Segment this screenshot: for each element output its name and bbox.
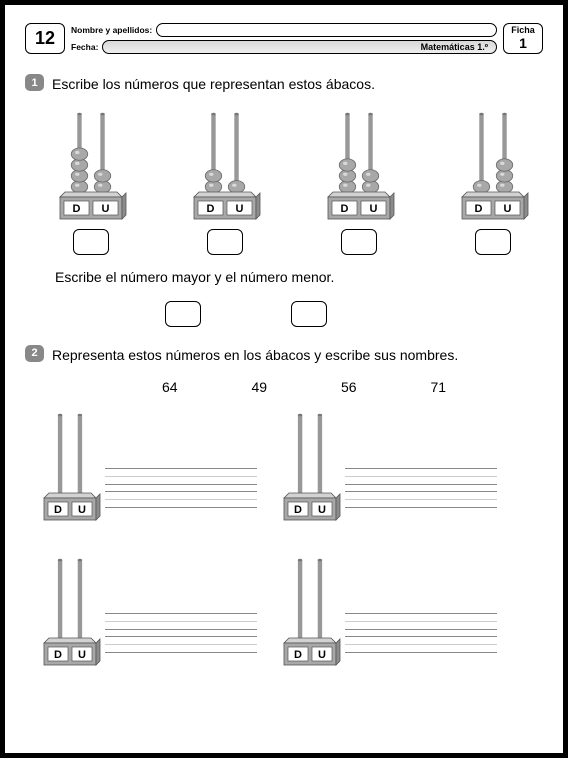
exercise-2-prompt: 2 Representa estos números en los ábacos… (25, 345, 543, 365)
svg-text:D: D (475, 203, 483, 215)
abacus: D U (279, 554, 341, 669)
ficha-badge: Ficha 1 (503, 23, 543, 54)
major-answer-box[interactable] (165, 301, 201, 327)
minor-answer-box[interactable] (291, 301, 327, 327)
exercise-2: 2 Representa estos números en los ábacos… (25, 345, 543, 669)
svg-text:U: U (102, 203, 110, 215)
subject-text: Matemáticas 1.º (421, 42, 488, 52)
abacus-item: D U (449, 108, 537, 255)
exercise-2-row: D U D U (39, 554, 543, 669)
name-row: Nombre y apellidos: (71, 23, 497, 37)
svg-text:U: U (318, 649, 326, 661)
header-fields: Nombre y apellidos: Fecha: Matemáticas 1… (71, 23, 497, 54)
abacus: D U (55, 108, 127, 223)
svg-text:D: D (54, 504, 62, 516)
abacus: D U (279, 409, 341, 524)
abacus: D U (39, 554, 101, 669)
page-number: 12 (35, 28, 55, 49)
svg-text:U: U (236, 203, 244, 215)
exercise-1-bullet: 1 (25, 74, 44, 91)
given-numbers-row: 64 49 56 71 (25, 379, 543, 395)
page-number-badge: 12 (25, 23, 65, 54)
answer-box[interactable] (475, 229, 511, 255)
answer-box[interactable] (341, 229, 377, 255)
exercise-2-cell: D U (39, 409, 257, 524)
exercise-2-bullet: 2 (25, 345, 44, 362)
svg-text:D: D (73, 203, 81, 215)
exercise-1-text: Escribe los números que representan esto… (52, 74, 543, 94)
date-input-pill[interactable]: Matemáticas 1.º (102, 40, 497, 54)
abacus-item: D U (181, 108, 269, 255)
exercise-1: 1 Escribe los números que representan es… (25, 74, 543, 327)
writing-lines[interactable] (105, 613, 257, 669)
svg-text:D: D (294, 504, 302, 516)
given-number: 71 (430, 379, 446, 395)
answer-box[interactable] (73, 229, 109, 255)
exercise-2-cell: D U (39, 554, 257, 669)
exercise-2-text: Representa estos números en los ábacos y… (52, 345, 543, 365)
date-label: Fecha: (71, 42, 98, 52)
abacus: D U (189, 108, 261, 223)
name-label: Nombre y apellidos: (71, 25, 152, 35)
given-number: 56 (341, 379, 357, 395)
exercise-1-subprompt: Escribe el número mayor y el número meno… (55, 269, 543, 285)
ficha-number: 1 (519, 36, 527, 51)
worksheet-header: 12 Nombre y apellidos: Fecha: Matemática… (25, 23, 543, 54)
svg-text:U: U (318, 504, 326, 516)
name-input-pill[interactable] (156, 23, 497, 37)
exercise-1-prompt: 1 Escribe los números que representan es… (25, 74, 543, 94)
exercise-2-cell: D U (279, 409, 497, 524)
given-number: 49 (251, 379, 267, 395)
svg-text:U: U (370, 203, 378, 215)
svg-text:D: D (341, 203, 349, 215)
abacus-item: D U (47, 108, 135, 255)
given-number: 64 (162, 379, 178, 395)
abacus: D U (457, 108, 529, 223)
exercise-2-grid: D U D U D U (25, 409, 543, 669)
svg-text:U: U (504, 203, 512, 215)
svg-text:D: D (54, 649, 62, 661)
writing-lines[interactable] (345, 468, 497, 524)
abacus-item: D U (315, 108, 403, 255)
svg-text:U: U (78, 649, 86, 661)
abacus: D U (323, 108, 395, 223)
exercise-2-cell: D U (279, 554, 497, 669)
abacus: D U (39, 409, 101, 524)
major-minor-boxes (165, 295, 543, 327)
svg-text:D: D (294, 649, 302, 661)
date-row: Fecha: Matemáticas 1.º (71, 40, 497, 54)
writing-lines[interactable] (345, 613, 497, 669)
svg-text:U: U (78, 504, 86, 516)
abacus-row: D U D U D U (25, 108, 543, 255)
exercise-2-row: D U D U (39, 409, 543, 524)
writing-lines[interactable] (105, 468, 257, 524)
svg-text:D: D (207, 203, 215, 215)
answer-box[interactable] (207, 229, 243, 255)
